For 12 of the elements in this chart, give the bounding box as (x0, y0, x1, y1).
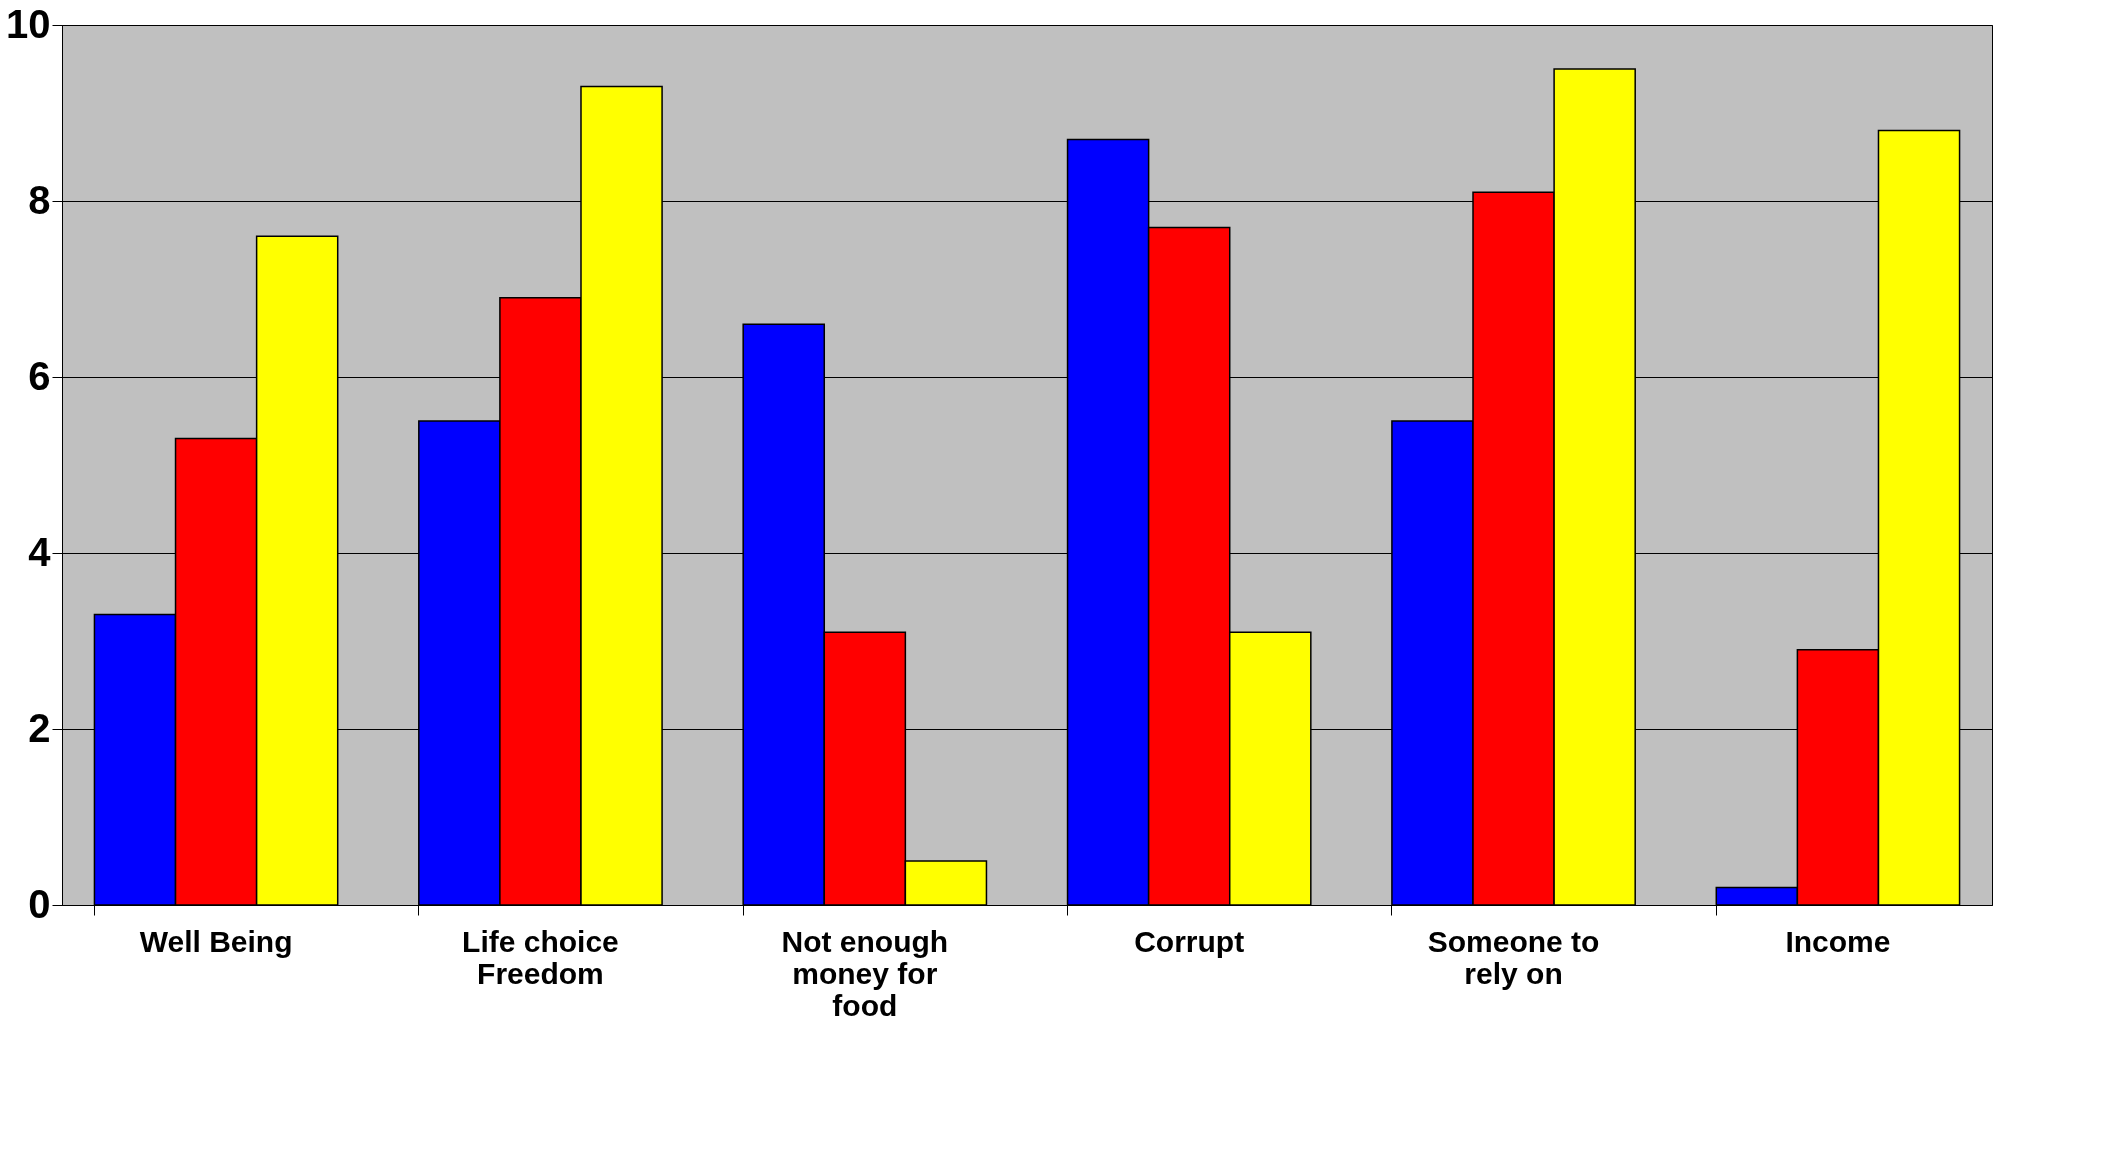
x-tick-label: Well Being (139, 924, 293, 958)
y-tick-label: 2 (28, 705, 51, 750)
y-tick-label: 6 (28, 353, 51, 398)
x-tick-label: Corrupt (1134, 924, 1245, 958)
x-tick-label: Income (1785, 924, 1891, 958)
y-tick-label: 8 (28, 177, 51, 222)
y-tick-label: 4 (28, 529, 52, 574)
x-tick-label: Not enough money for food (781, 924, 949, 1022)
x-tick-label: Life choice Freedom (462, 924, 619, 990)
x-tick-label: Someone to rely on (1427, 924, 1600, 990)
y-tick-label: 0 (28, 881, 51, 926)
y-tick-label: 10 (6, 1, 51, 46)
